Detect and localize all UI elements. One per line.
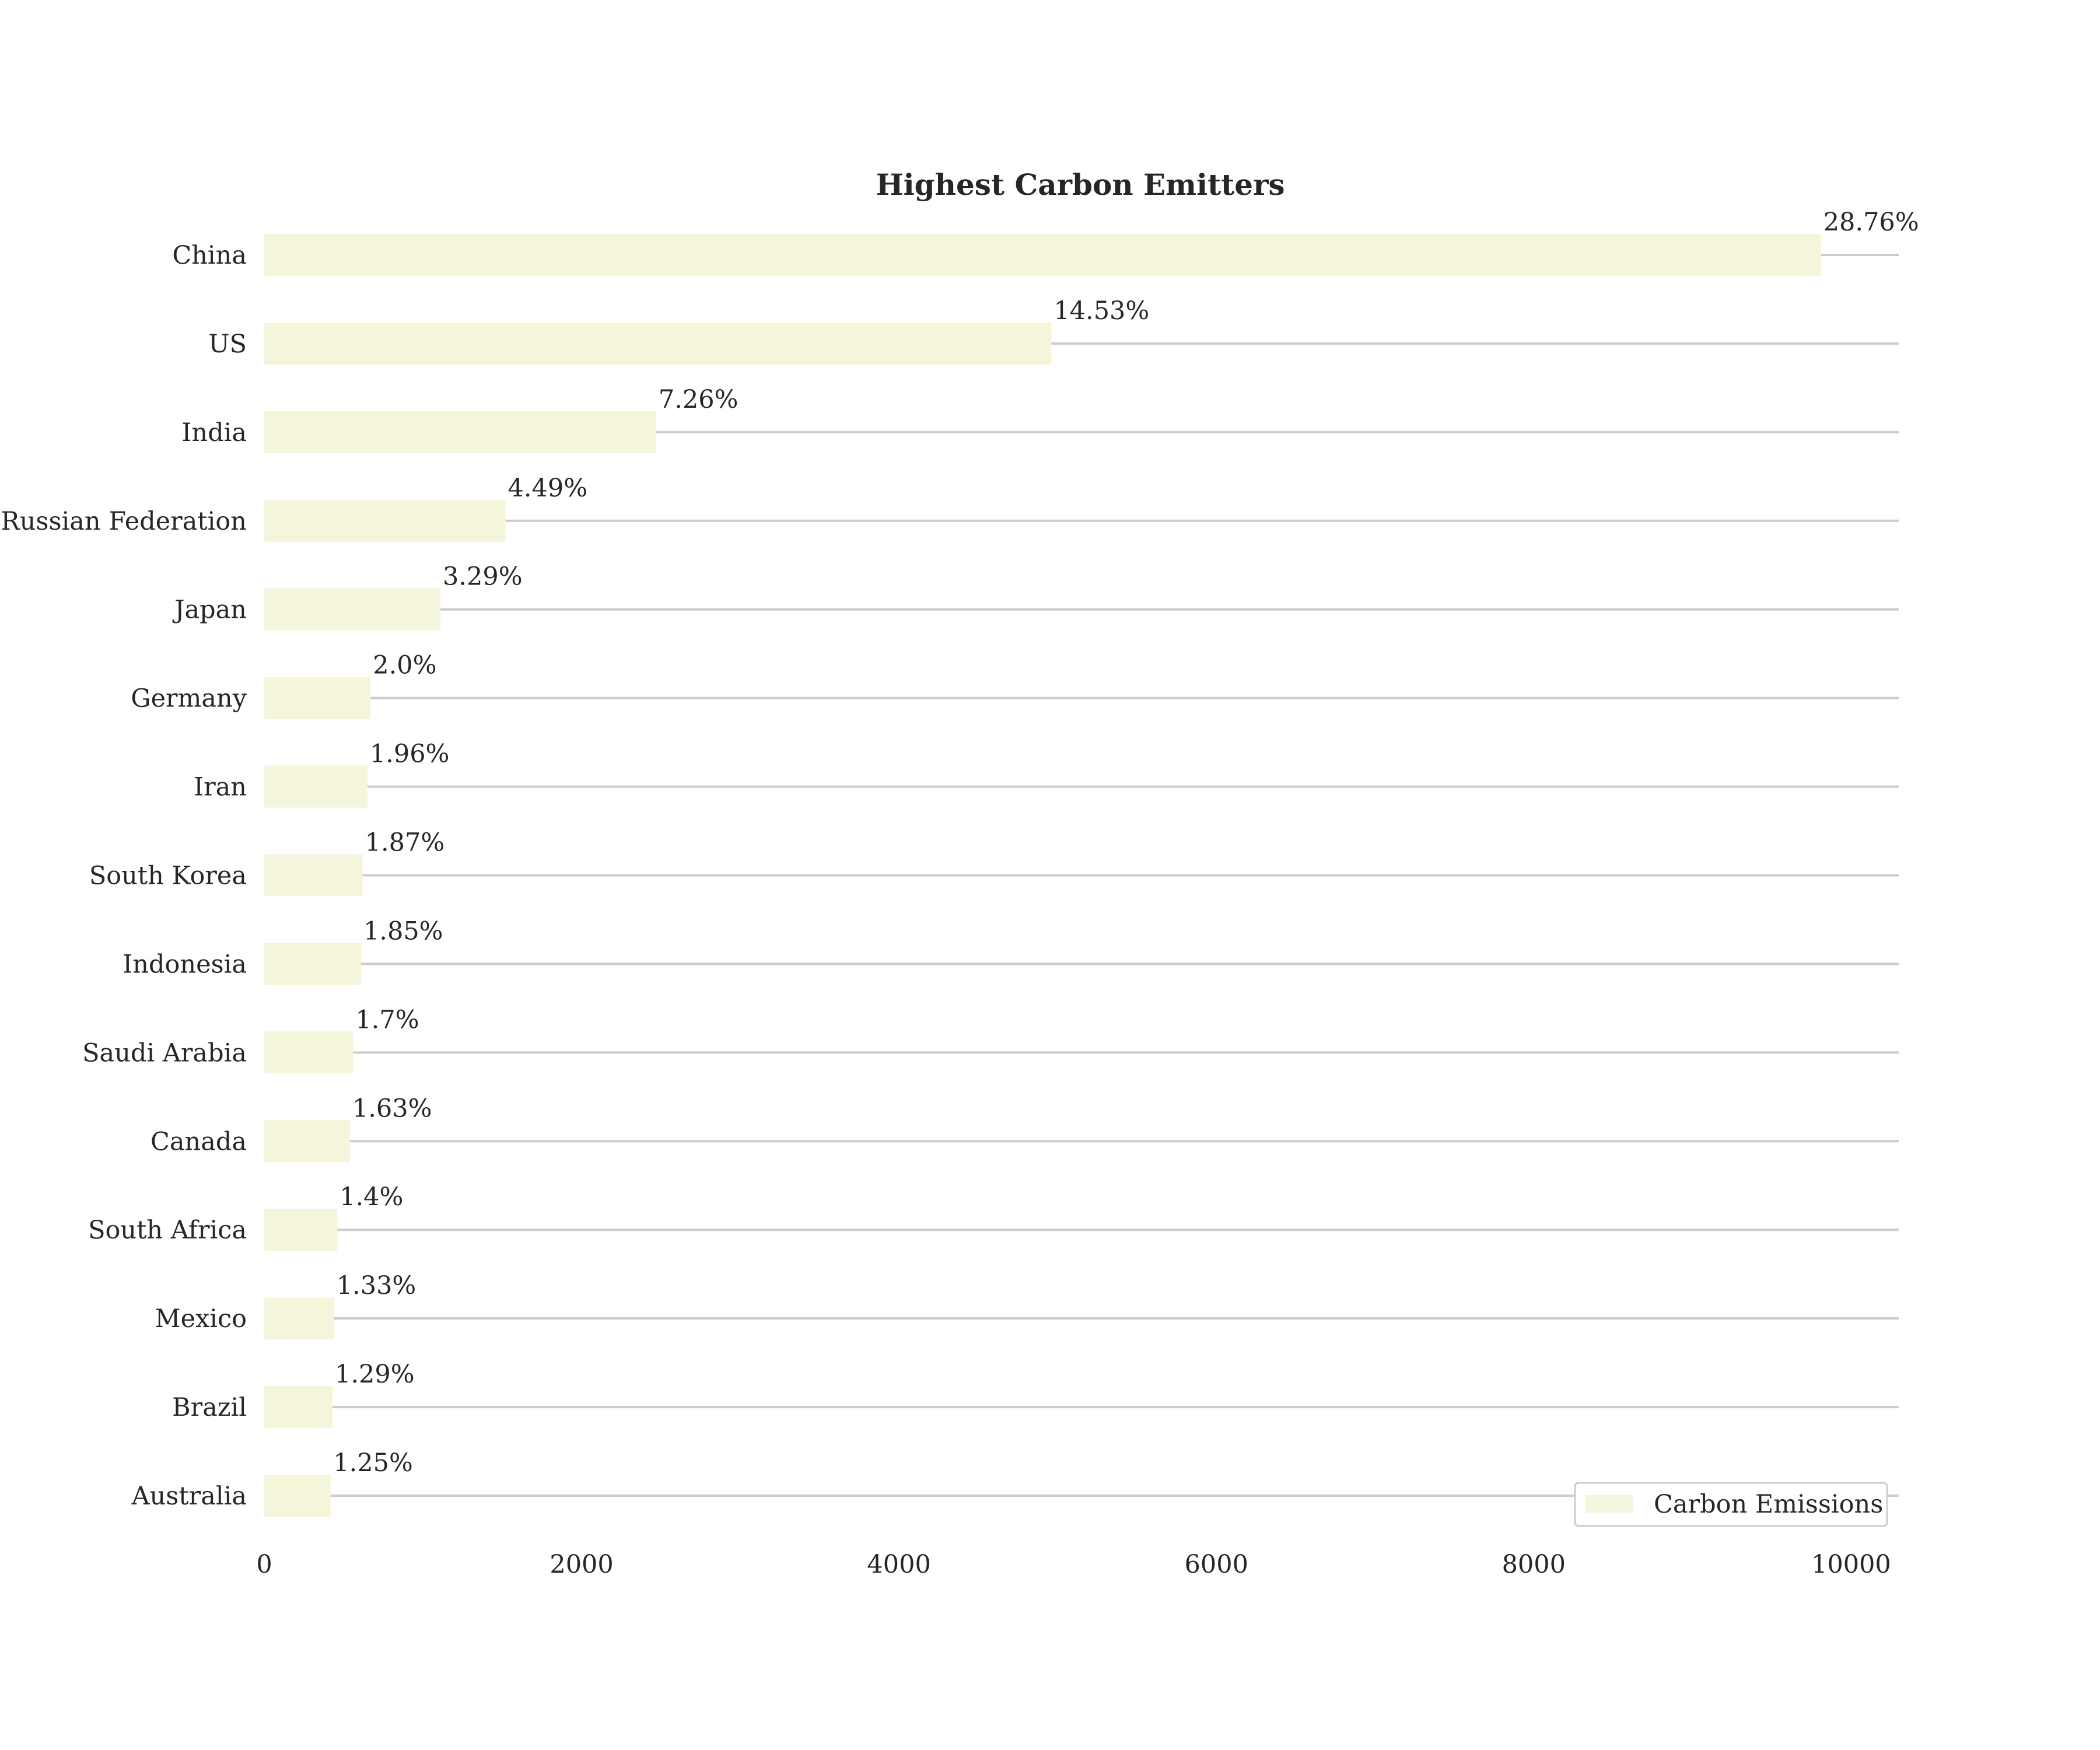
category-label: China bbox=[172, 241, 247, 270]
data-labels: 28.76% 14.53% 7.26% 4.49% 3.29% 2.0% 1.96% 1.87… bbox=[333, 208, 1919, 1478]
data-label: 28.76% bbox=[1824, 208, 1919, 237]
data-label: 1.4% bbox=[340, 1182, 403, 1212]
x-tick-label: 10000 bbox=[1811, 1550, 1891, 1579]
data-label: 1.63% bbox=[352, 1094, 432, 1123]
legend: Carbon Emissions bbox=[1574, 1482, 1888, 1527]
legend-swatch bbox=[1586, 1495, 1633, 1513]
category-label: Germany bbox=[131, 684, 247, 713]
data-label: 1.85% bbox=[363, 916, 443, 946]
data-label: 2.0% bbox=[373, 651, 436, 680]
data-label: 14.53% bbox=[1054, 296, 1149, 326]
data-label: 4.49% bbox=[508, 474, 587, 503]
bar bbox=[264, 234, 1821, 276]
category-label: Canada bbox=[150, 1127, 247, 1156]
bar bbox=[264, 677, 371, 719]
data-label: 1.25% bbox=[333, 1448, 413, 1478]
legend-box bbox=[1574, 1482, 1888, 1527]
bar bbox=[264, 588, 440, 631]
data-label: 7.26% bbox=[659, 385, 738, 414]
bar bbox=[264, 1120, 350, 1163]
data-label: 1.29% bbox=[335, 1360, 415, 1389]
data-label: 1.33% bbox=[337, 1271, 416, 1300]
data-label: 1.87% bbox=[365, 828, 445, 858]
bar bbox=[264, 1031, 354, 1074]
x-axis-ticks: 0 2000 4000 6000 8000 10000 bbox=[256, 1550, 1891, 1579]
bar bbox=[264, 1386, 332, 1429]
x-tick-label: 0 bbox=[256, 1550, 272, 1579]
bar bbox=[264, 943, 361, 985]
category-label: Indonesia bbox=[123, 950, 247, 979]
bar bbox=[264, 1209, 338, 1251]
bar bbox=[264, 411, 656, 453]
bars bbox=[264, 234, 1821, 1517]
legend-label: Carbon Emissions bbox=[1654, 1490, 1883, 1519]
category-label: India bbox=[181, 418, 247, 447]
bar bbox=[264, 1475, 331, 1517]
category-label: Mexico bbox=[155, 1304, 247, 1334]
category-label: Iran bbox=[194, 773, 247, 802]
bar bbox=[264, 322, 1052, 365]
data-label: 3.29% bbox=[443, 562, 523, 592]
category-label: Australia bbox=[131, 1482, 247, 1511]
data-label: 1.96% bbox=[370, 740, 450, 769]
category-label: US bbox=[208, 330, 247, 359]
category-label: Brazil bbox=[172, 1393, 247, 1422]
x-tick-label: 4000 bbox=[867, 1550, 930, 1579]
category-label: Russian Federation bbox=[1, 507, 247, 536]
category-label: South Korea bbox=[89, 862, 247, 891]
bar bbox=[264, 854, 363, 897]
category-labels: China US India Russian Federation Japan Germa… bbox=[1, 241, 247, 1511]
bar bbox=[264, 499, 506, 542]
category-label: Saudi Arabia bbox=[82, 1038, 247, 1068]
x-tick-label: 8000 bbox=[1502, 1550, 1566, 1579]
x-tick-label: 2000 bbox=[550, 1550, 613, 1579]
chart-title: Highest Carbon Emitters bbox=[876, 167, 1284, 202]
bar bbox=[264, 765, 368, 808]
data-label: 1.7% bbox=[355, 1005, 419, 1034]
bar bbox=[264, 1297, 334, 1340]
category-label: South Africa bbox=[88, 1216, 247, 1245]
x-tick-label: 6000 bbox=[1185, 1550, 1248, 1579]
category-label: Japan bbox=[172, 596, 247, 625]
guide-lines bbox=[264, 254, 1899, 1497]
